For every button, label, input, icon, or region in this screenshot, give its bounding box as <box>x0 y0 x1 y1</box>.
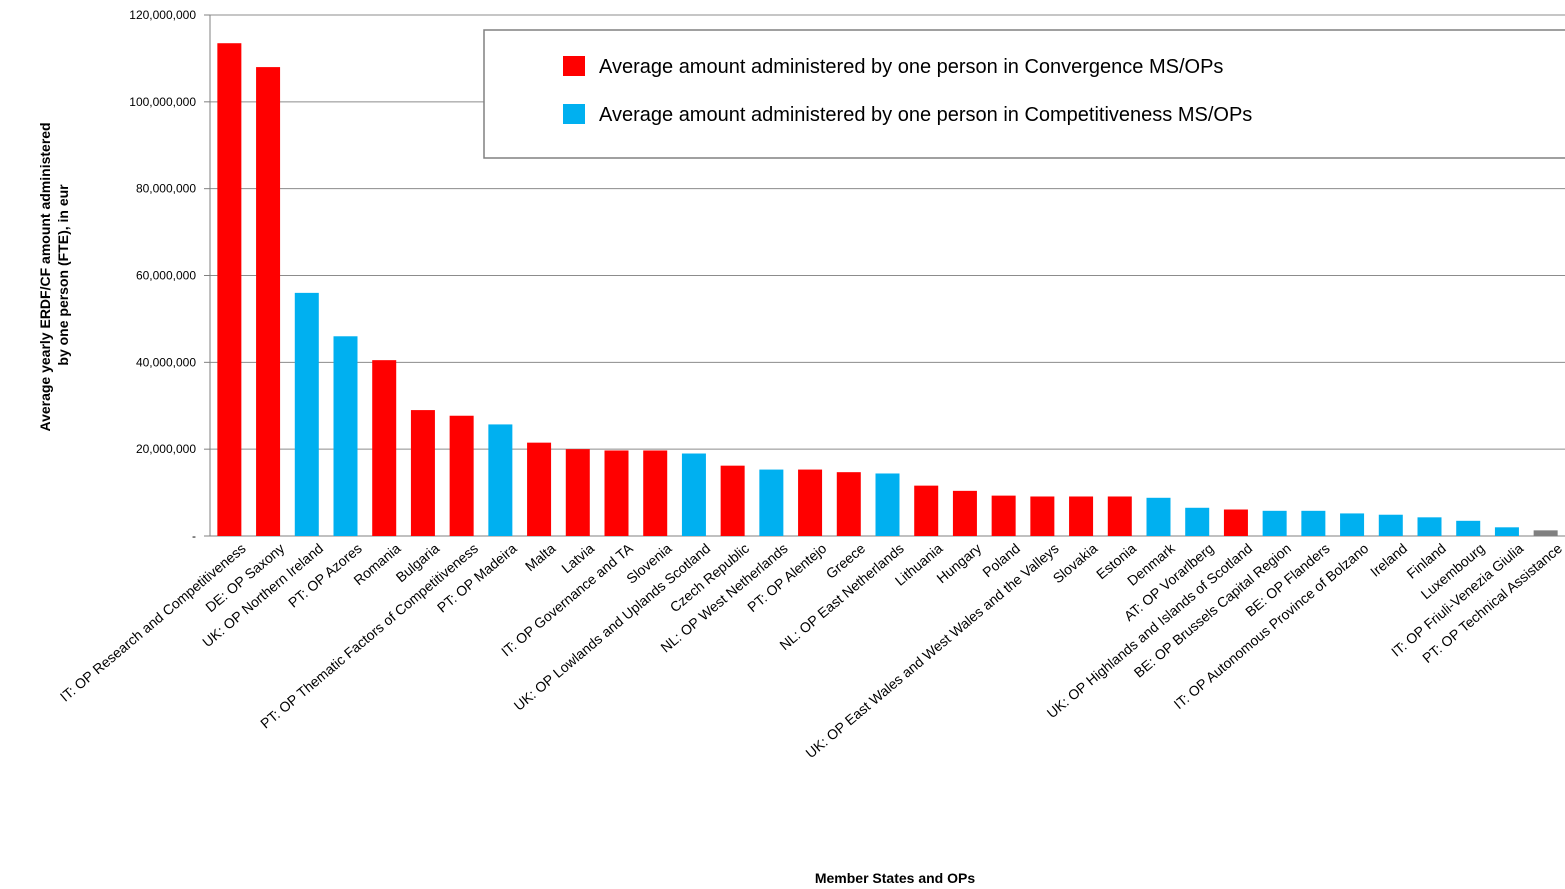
bar-24 <box>1107 496 1132 536</box>
bar-9 <box>527 442 552 536</box>
bar-8 <box>488 424 513 536</box>
legend-box <box>483 29 1565 159</box>
bar-19 <box>914 485 939 536</box>
bar-13 <box>681 453 706 536</box>
legend-swatch-competitiveness <box>563 104 585 124</box>
y-tick-label: 80,000,000 <box>136 182 196 196</box>
bars <box>217 43 1558 537</box>
bar-22 <box>1030 496 1055 536</box>
y-tick-label: 60,000,000 <box>136 269 196 283</box>
category-label: Malta <box>522 540 559 574</box>
bar-4 <box>333 336 358 536</box>
bar-6 <box>410 410 435 536</box>
legend-label-convergence: Average amount administered by one perso… <box>599 56 1223 78</box>
legend-swatch-convergence <box>563 56 585 76</box>
legend: Average amount administered by one perso… <box>483 29 1565 159</box>
bar-35 <box>1533 530 1558 536</box>
bar-28 <box>1262 510 1287 536</box>
bar-32 <box>1417 517 1442 536</box>
bar-14 <box>720 465 745 536</box>
legend-label-competitiveness: Average amount administered by one perso… <box>599 104 1252 126</box>
category-label: Ireland <box>1367 540 1410 580</box>
bar-34 <box>1494 527 1519 536</box>
bar-7 <box>449 415 474 536</box>
y-tick-label: 40,000,000 <box>136 355 196 369</box>
y-axis-title-line-1: Average yearly ERDF/CF amount administer… <box>37 122 53 431</box>
bar-3 <box>294 292 319 536</box>
bar-5 <box>372 360 397 536</box>
bar-23 <box>1069 496 1094 536</box>
bar-27 <box>1223 509 1248 536</box>
bar-16 <box>798 469 823 536</box>
bar-30 <box>1340 513 1365 536</box>
y-tick-label: 120,000,000 <box>129 8 196 22</box>
x-axis-title: Member States and OPs <box>815 870 975 886</box>
bar-15 <box>759 469 784 536</box>
bar-10 <box>565 449 590 536</box>
bar-17 <box>836 472 861 536</box>
y-axis-title: Average yearly ERDF/CF amount administer… <box>37 118 71 431</box>
bar-21 <box>991 495 1016 536</box>
y-tick-label: 100,000,000 <box>129 95 196 109</box>
y-tick-label: - <box>192 529 196 543</box>
bar-1 <box>217 43 242 537</box>
y-axis-title-line-2: by one person (FTE), in eur <box>55 184 71 366</box>
bar-18 <box>875 473 900 536</box>
bar-25 <box>1146 497 1171 536</box>
bar-29 <box>1301 510 1326 536</box>
bar-31 <box>1378 514 1403 536</box>
bar-11 <box>604 450 629 536</box>
bar-26 <box>1185 507 1210 536</box>
bar-2 <box>256 67 281 536</box>
y-tick-label: 20,000,000 <box>136 442 196 456</box>
bar-20 <box>952 490 977 536</box>
category-label: Slovakia <box>1050 540 1101 586</box>
bar-12 <box>643 450 668 536</box>
y-axis-ticks: - 20,000,000 40,000,000 60,000,000 80,000,00… <box>129 8 210 543</box>
bar-33 <box>1456 520 1481 536</box>
